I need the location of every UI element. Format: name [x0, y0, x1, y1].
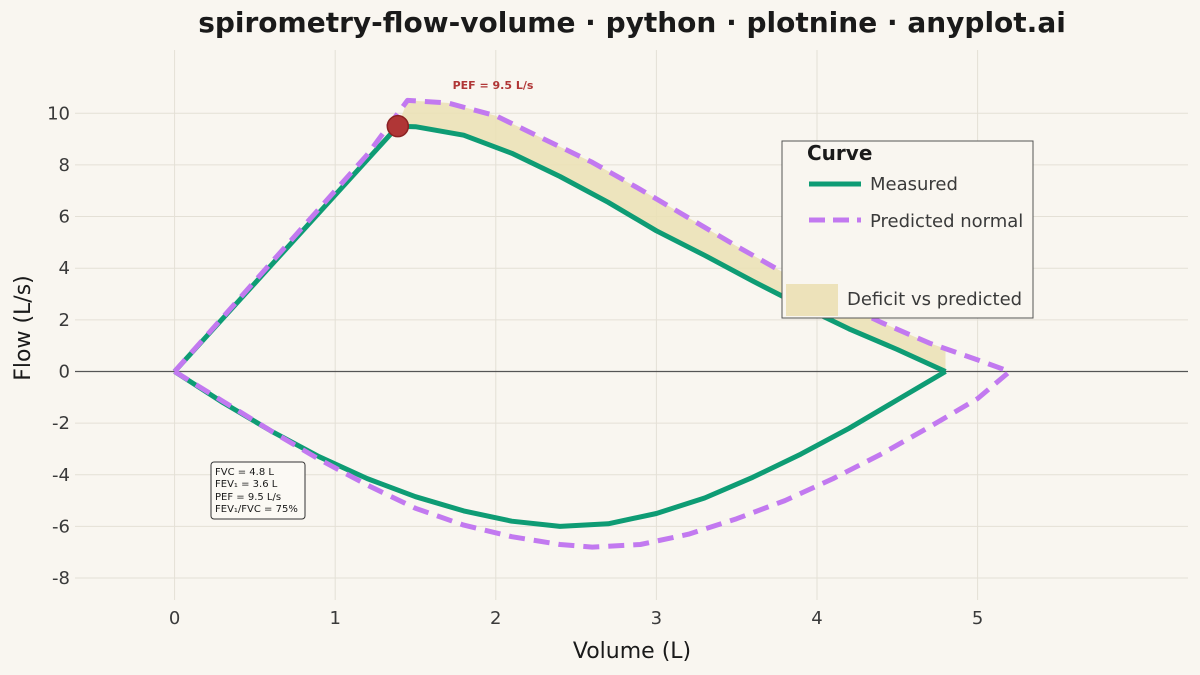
y-tick-label: 10: [47, 103, 70, 124]
x-tick-label: 1: [329, 608, 340, 629]
x-axis-label: Volume (L): [573, 639, 691, 664]
legend-label-measured: Measured: [870, 174, 958, 195]
metric-fev1: FEV₁ = 3.6 L: [215, 479, 278, 490]
x-tick-label: 4: [811, 608, 822, 629]
legend-label-deficit: Deficit vs predicted: [847, 289, 1022, 310]
x-tick-label: 5: [972, 608, 983, 629]
y-tick-label: -2: [52, 413, 70, 434]
pef-marker: [386, 114, 410, 138]
y-tick-label: -6: [52, 516, 70, 537]
metric-fev1-fvc: FEV₁/FVC = 75%: [215, 504, 298, 515]
y-tick-label: 0: [59, 361, 70, 382]
measured-inspiratory-line: [173, 369, 947, 529]
x-tick-label: 2: [490, 608, 501, 629]
metrics-annotation: FVC = 4.8 L FEV₁ = 3.6 L PEF = 9.5 L/s F…: [210, 461, 306, 520]
series-layer: [172, 97, 1012, 550]
y-tick-label: -4: [52, 465, 70, 486]
y-tick-label: 8: [59, 155, 70, 176]
legend-title: Curve: [807, 141, 872, 165]
predicted-inspiratory-line: [173, 369, 1012, 550]
y-ticks: 10 8 6 4 2 0 -2 -4 -6 -8: [47, 103, 70, 589]
y-tick-label: 6: [59, 207, 70, 228]
pef-marker-layer: [386, 114, 410, 138]
y-tick-label: 2: [59, 310, 70, 331]
x-tick-label: 0: [169, 608, 180, 629]
x-ticks: 0 1 2 3 4 5: [169, 608, 983, 629]
y-tick-label: -8: [52, 568, 70, 589]
metric-fvc: FVC = 4.8 L: [215, 467, 274, 478]
legend-label-predicted: Predicted normal: [870, 211, 1023, 232]
legend-key-deficit: [786, 284, 838, 316]
predicted-expiratory-line: [172, 97, 1011, 374]
pef-label: PEF = 9.5 L/s: [453, 79, 534, 92]
y-axis-label: Flow (L/s): [11, 275, 36, 381]
chart-title: spirometry-flow-volume · python · plotni…: [198, 6, 1066, 39]
legend: Curve Measured Predicted normal Deficit …: [781, 140, 1034, 319]
metric-pef: PEF = 9.5 L/s: [215, 492, 281, 503]
metrics-annotation-box: [210, 461, 306, 520]
y-tick-label: 4: [59, 258, 70, 279]
x-tick-label: 3: [651, 608, 662, 629]
